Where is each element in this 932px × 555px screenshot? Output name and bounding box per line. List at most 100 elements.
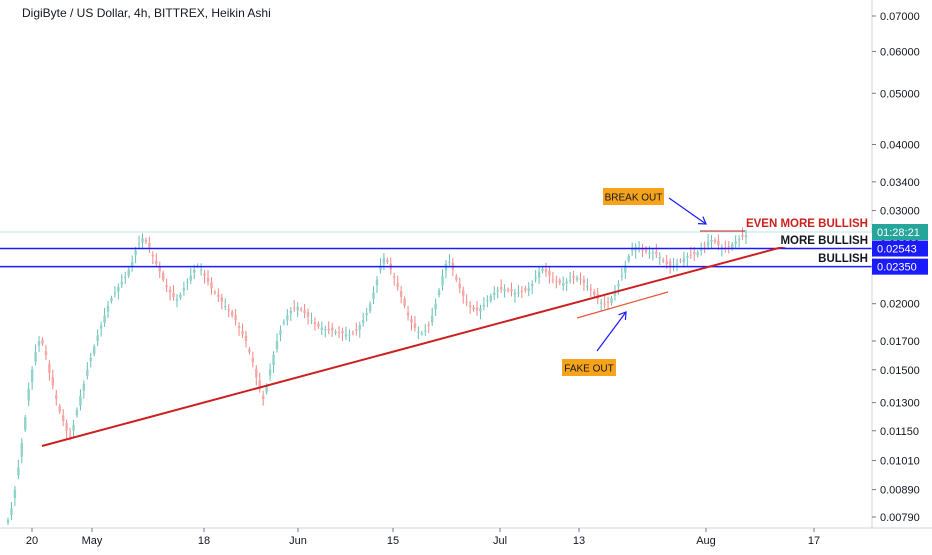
candle-body — [458, 283, 461, 289]
candle-body — [351, 332, 355, 334]
candle-body — [79, 395, 82, 406]
candle-body — [286, 315, 289, 321]
candle-body — [193, 269, 196, 273]
candle-body — [693, 252, 696, 255]
candle-body — [403, 298, 406, 306]
candle-body — [589, 289, 593, 291]
candle-body — [551, 279, 555, 281]
candle-body — [534, 277, 537, 279]
candle-body — [744, 234, 748, 238]
countdown-tag: 01:28:21 — [877, 227, 920, 239]
candle-body — [255, 368, 258, 378]
candle-body — [424, 330, 427, 332]
candle-body — [579, 278, 582, 280]
candle-body — [151, 254, 155, 257]
price-tick-label: 0.00790 — [880, 512, 920, 524]
more-bullish-label: MORE BULLISH — [780, 235, 868, 247]
more-bullish-price-tag-bg — [872, 240, 928, 257]
candle-body — [493, 292, 496, 296]
candle-body — [148, 242, 151, 248]
candle-body — [6, 519, 10, 523]
candle-body — [275, 341, 279, 349]
candle-body — [717, 240, 720, 246]
break-out-arrow — [668, 197, 707, 225]
candle-body — [413, 323, 417, 328]
candle-body — [565, 281, 568, 284]
more-bullish-price-tag: 0.02543 — [877, 244, 917, 256]
candle-body — [489, 295, 493, 301]
candle-body — [448, 261, 451, 263]
candle-body — [61, 415, 65, 421]
fake-out-label-box — [562, 359, 616, 376]
price-tick-label: 0.05000 — [880, 88, 920, 100]
price-tick-label: 0.02000 — [880, 299, 920, 311]
candle-body — [586, 286, 589, 288]
candle-body — [468, 305, 472, 308]
time-axis[interactable]: 20 May 18 Jun 15 Jul 13 Aug 17 — [0, 527, 932, 547]
candle-body — [544, 269, 548, 272]
time-tick-label: May — [82, 535, 103, 547]
candle-body — [731, 244, 734, 249]
time-tick-label: Jul — [493, 535, 507, 547]
candle-body — [406, 312, 410, 316]
candle-body — [34, 352, 37, 362]
candle-body — [472, 307, 475, 310]
candle-body — [234, 315, 237, 321]
candle-body — [55, 395, 58, 400]
candle-body — [503, 289, 506, 292]
bullish-bg — [812, 250, 872, 264]
candle-body — [261, 395, 265, 400]
candle-body — [251, 358, 255, 363]
candle-body — [658, 257, 661, 259]
candle-body — [258, 380, 261, 389]
candle-body — [130, 261, 134, 267]
candle-body — [75, 409, 79, 416]
candle-body — [582, 279, 586, 283]
candle-body — [620, 275, 624, 277]
candle-body — [417, 331, 420, 333]
candle-body — [124, 276, 127, 278]
price-tick-label: 0.06000 — [880, 46, 920, 58]
candle-body — [244, 335, 248, 342]
candle-body — [482, 304, 486, 307]
candle-body — [572, 275, 575, 278]
candle-body — [137, 243, 141, 245]
candle-body — [558, 280, 561, 283]
candle-body — [710, 239, 713, 242]
candle-body — [686, 256, 689, 259]
price-axis[interactable]: 0.07000 0.06000 0.05000 0.04000 0.03400 0.030… — [871, 0, 928, 528]
candle-body — [20, 443, 23, 457]
candle-body — [68, 435, 72, 437]
candle-body — [348, 334, 351, 336]
candle-body — [117, 287, 120, 292]
candle-body — [134, 250, 137, 256]
candle-body — [165, 285, 168, 288]
candle-body — [341, 331, 344, 334]
candle-body — [27, 388, 30, 401]
time-tick-label: 15 — [387, 535, 399, 547]
candle-body — [613, 291, 617, 296]
candle-body — [41, 339, 44, 344]
candle-body — [210, 282, 213, 289]
candle-body — [299, 309, 303, 311]
candle-body — [317, 323, 320, 327]
candle-body — [272, 354, 275, 365]
break-out-label-box — [603, 188, 664, 205]
candle-body — [737, 239, 741, 241]
candle-body — [479, 308, 482, 312]
candle-body — [10, 508, 13, 516]
candle-body — [220, 297, 224, 302]
candle-body — [158, 266, 161, 272]
candle-body — [741, 235, 744, 237]
candle-body — [365, 313, 368, 315]
bullish-price-tag-bg — [872, 258, 928, 275]
candle-body — [465, 301, 468, 303]
candle-body — [486, 300, 489, 302]
labels: BREAK OUT FAKE OUT EVEN MORE BULLISH MORE B… — [562, 188, 872, 376]
fake-out-arrow — [596, 311, 627, 352]
candle-body — [617, 283, 620, 287]
candle-body — [524, 288, 527, 291]
candle-body — [630, 248, 634, 251]
candle-body — [713, 239, 717, 242]
